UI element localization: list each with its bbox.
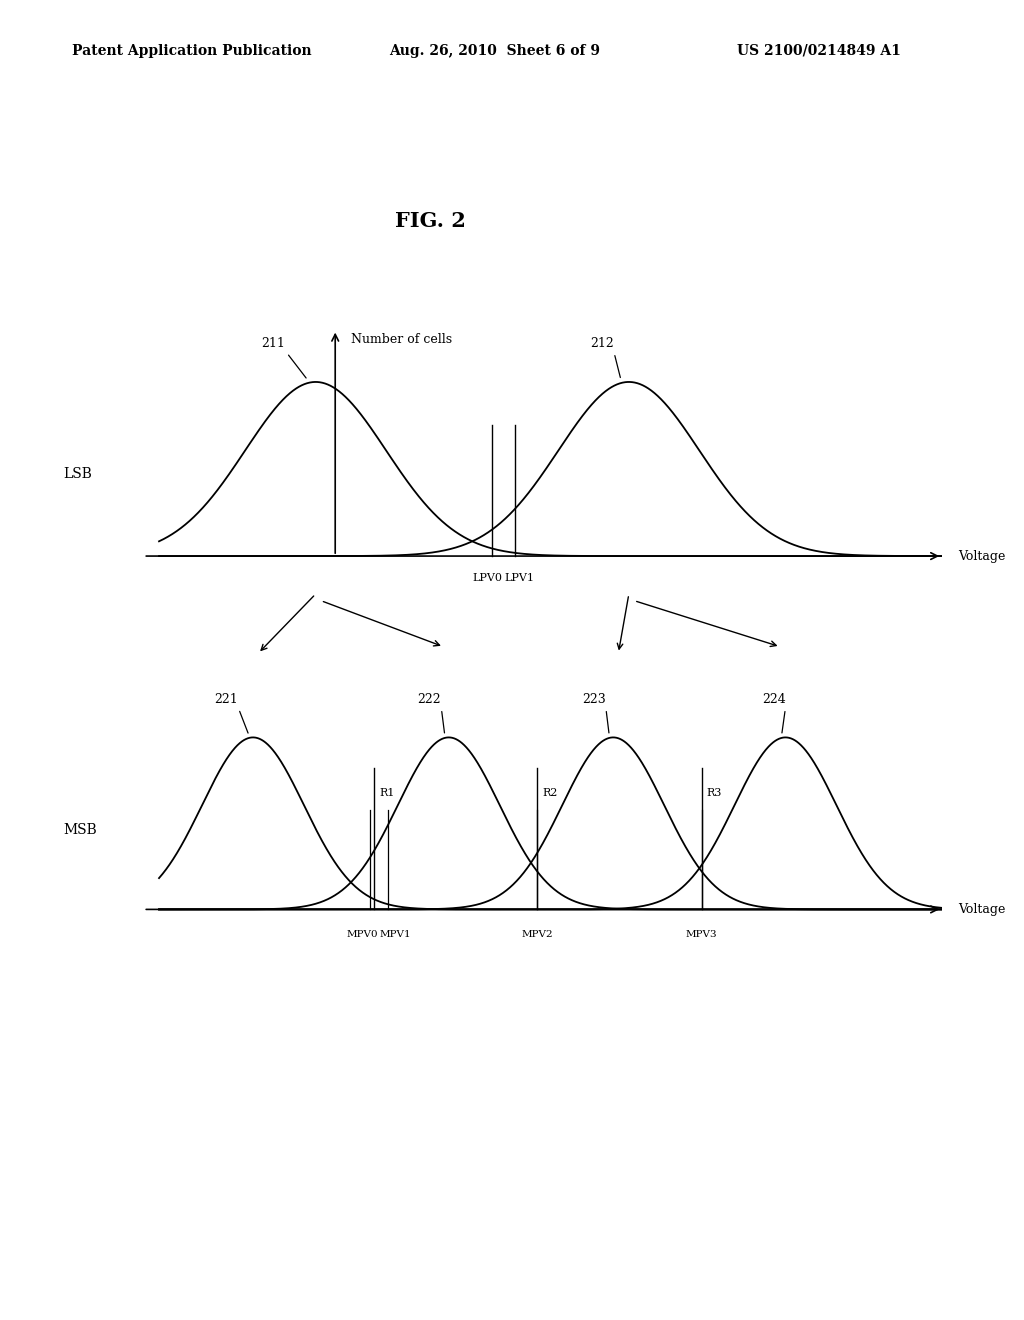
Text: R1: R1 bbox=[379, 788, 394, 797]
Text: Patent Application Publication: Patent Application Publication bbox=[72, 44, 311, 58]
Text: Voltage: Voltage bbox=[957, 903, 1006, 916]
Text: Voltage: Voltage bbox=[957, 549, 1006, 562]
Text: 212: 212 bbox=[590, 337, 621, 378]
Text: LPV0: LPV0 bbox=[473, 573, 503, 583]
Text: Aug. 26, 2010  Sheet 6 of 9: Aug. 26, 2010 Sheet 6 of 9 bbox=[389, 44, 600, 58]
Text: FIG. 2: FIG. 2 bbox=[394, 211, 466, 231]
Text: 224: 224 bbox=[762, 693, 785, 733]
Text: MPV2: MPV2 bbox=[521, 931, 553, 939]
Text: US 2100/0214849 A1: US 2100/0214849 A1 bbox=[737, 44, 901, 58]
Text: Number of cells: Number of cells bbox=[351, 333, 452, 346]
Text: MPV3: MPV3 bbox=[686, 931, 718, 939]
Text: 222: 222 bbox=[418, 693, 444, 733]
Text: 223: 223 bbox=[582, 693, 609, 733]
Text: MPV1: MPV1 bbox=[380, 931, 412, 939]
Text: LPV1: LPV1 bbox=[504, 573, 535, 583]
Text: MPV0: MPV0 bbox=[347, 931, 379, 939]
Text: MSB: MSB bbox=[63, 824, 97, 837]
Text: 211: 211 bbox=[261, 337, 306, 378]
Text: R2: R2 bbox=[542, 788, 557, 797]
Text: R3: R3 bbox=[707, 788, 722, 797]
Text: 221: 221 bbox=[214, 693, 248, 733]
Text: LSB: LSB bbox=[63, 467, 92, 480]
